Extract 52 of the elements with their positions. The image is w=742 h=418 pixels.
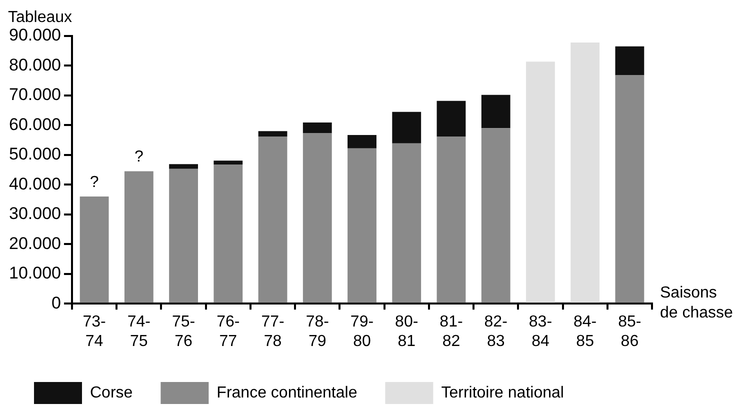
bar — [124, 171, 154, 303]
y-axis-title: Tableaux — [8, 9, 72, 26]
bar — [348, 148, 376, 303]
x-tick-label: 73-74 — [82, 314, 106, 350]
y-tick-label: 70.000 — [8, 85, 61, 104]
bar — [258, 131, 288, 136]
x-tick-label: 76-77 — [216, 314, 240, 350]
x-tick-label: 80-81 — [395, 314, 418, 350]
bar — [302, 122, 332, 134]
x-tick-label: 77-78 — [261, 314, 284, 350]
y-tick-label: 30.000 — [8, 204, 61, 224]
x-tick-label: 79-80 — [350, 314, 374, 350]
x-tick-label: 83-84 — [528, 314, 552, 350]
bar — [169, 168, 198, 303]
bar — [80, 196, 109, 303]
x-axis-title: Saisons de chasse — [660, 284, 734, 322]
bar — [615, 46, 644, 76]
bar — [436, 100, 466, 136]
y-tick-label: 80.000 — [8, 55, 61, 74]
legend-label: Territoire national — [441, 384, 564, 402]
bar — [481, 94, 510, 128]
x-tick-label: 82-83 — [484, 314, 508, 350]
bar — [169, 164, 198, 169]
y-tick-label: 90.000 — [8, 26, 61, 45]
x-tick-label: 85-86 — [618, 314, 642, 350]
x-tick-label: 75-76 — [172, 314, 196, 350]
x-tick-label: 84-85 — [574, 314, 597, 350]
bar — [258, 136, 288, 303]
bar — [348, 135, 376, 148]
annotation: ? — [90, 174, 99, 191]
y-tick-label: 40.000 — [8, 174, 61, 194]
y-tick-label: 10.000 — [8, 264, 61, 283]
bar — [214, 160, 243, 164]
y-tick-label: 60.000 — [8, 114, 61, 134]
x-tick-label: 78-79 — [306, 314, 329, 350]
y-tick-label: 20.000 — [8, 234, 61, 253]
x-tick-label: 74-75 — [127, 314, 150, 350]
y-tick-label: 0 — [52, 293, 61, 312]
bar — [436, 136, 466, 303]
x-tick-label: 81-82 — [440, 314, 463, 350]
bar — [214, 164, 243, 303]
bar — [392, 143, 422, 303]
bar — [392, 112, 422, 144]
legend-label: France continentale — [216, 384, 358, 402]
bar — [570, 42, 600, 303]
bar — [302, 133, 332, 303]
annotation: ? — [134, 148, 144, 166]
bar — [481, 128, 510, 303]
bar — [526, 62, 555, 303]
legend-label: Corse — [90, 384, 133, 402]
y-tick-label: 50.000 — [8, 144, 61, 164]
bar — [615, 75, 644, 303]
